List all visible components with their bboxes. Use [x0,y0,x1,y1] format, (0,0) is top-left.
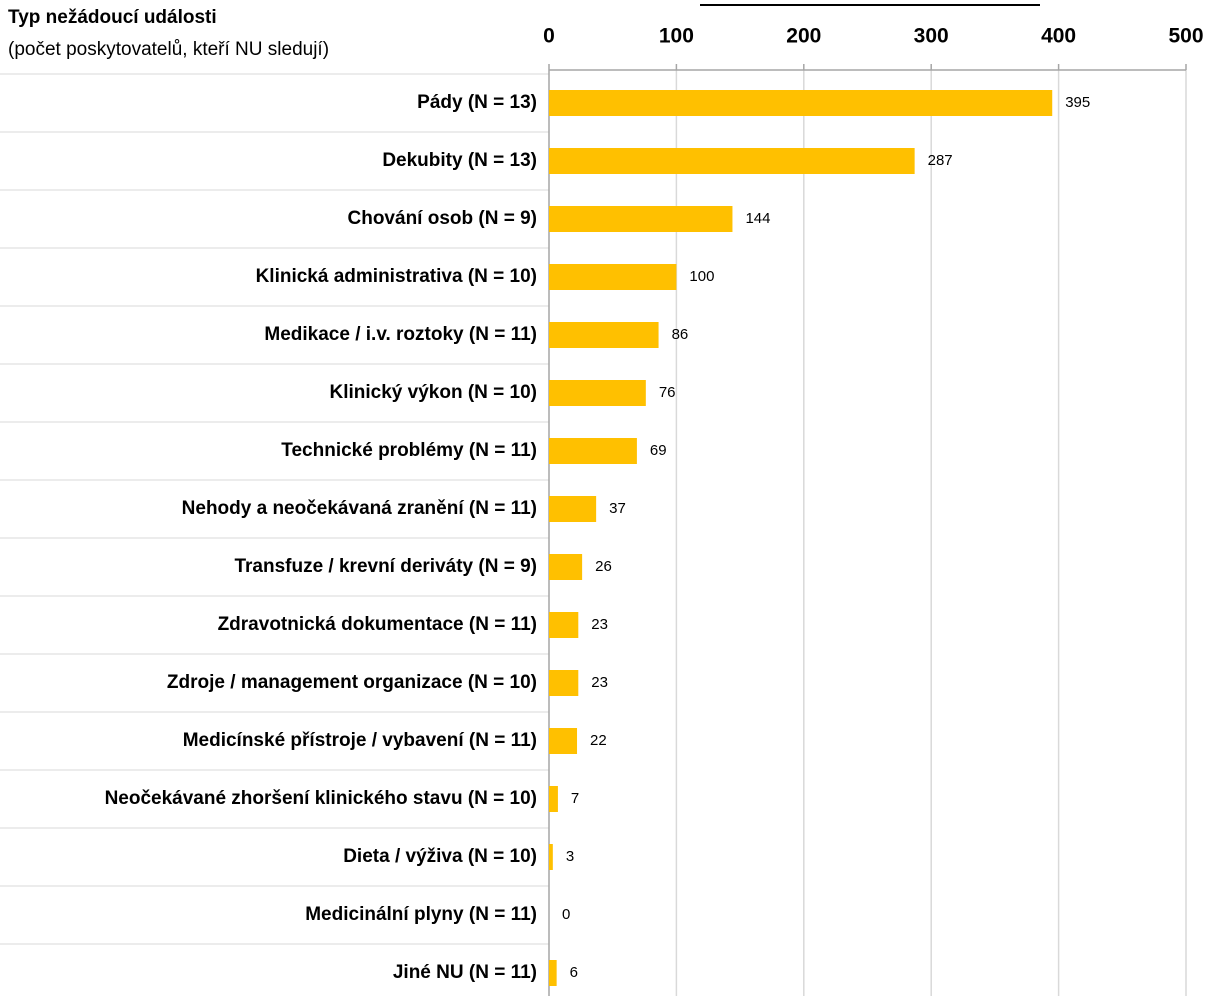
data-label: 7 [571,790,579,807]
data-label: 395 [1065,94,1090,111]
y-axis-note: (počet poskytovatelů, kteří NU sledují) [8,39,329,60]
y-tick-label: Neočekávané zhoršení klinického stavu (N… [105,788,537,809]
y-tick-label: Klinická administrativa (N = 10) [256,266,537,287]
data-label: 3 [566,848,574,865]
bar [549,148,915,174]
bar [549,612,579,638]
x-tick-label: 400 [1041,25,1076,48]
data-label: 37 [609,500,626,517]
bar [549,786,558,812]
bar [549,496,597,522]
data-label: 287 [928,152,953,169]
y-axis-label: Typ nežádoucí události [8,7,217,28]
data-label: 26 [595,558,612,575]
x-tick-label: 0 [543,25,555,48]
data-label: 100 [689,268,714,285]
bar [549,960,557,986]
y-tick-label: Pády (N = 13) [417,92,537,113]
bar [549,554,583,580]
y-tick-label: Zdroje / management organizace (N = 10) [167,672,537,693]
bar [549,728,578,754]
bar [549,264,677,290]
y-tick-label: Transfuze / krevní deriváty (N = 9) [234,556,537,577]
y-tick-label: Zdravotnická dokumentace (N = 11) [218,614,537,635]
x-tick-label: 500 [1168,25,1203,48]
x-tick-label: 200 [786,25,821,48]
data-label: 23 [591,616,608,633]
y-tick-label: Jiné NU (N = 11) [393,962,537,983]
bar [549,322,659,348]
bar [549,670,579,696]
data-label: 69 [650,442,667,459]
bar [549,844,553,870]
y-tick-label: Medicinální plyny (N = 11) [305,904,537,925]
data-label: 76 [659,384,676,401]
y-tick-label: Klinický výkon (N = 10) [330,382,538,403]
y-tick-label: Nehody a neočekávaná zranění (N = 11) [182,498,537,519]
y-tick-label: Medikace / i.v. roztoky (N = 11) [264,324,537,345]
bar [549,90,1053,116]
data-label: 23 [591,674,608,691]
x-tick-label: 100 [659,25,694,48]
y-tick-label: Chování osob (N = 9) [348,208,538,229]
data-label: 86 [672,326,689,343]
data-label: 0 [562,906,570,923]
bar [549,438,637,464]
bar [549,206,733,232]
data-label: 144 [745,210,770,227]
data-label: 22 [590,732,607,749]
y-tick-label: Technické problémy (N = 11) [281,440,537,461]
data-label: 6 [570,964,578,981]
y-tick-label: Medicínské přístroje / vybavení (N = 11) [183,730,537,751]
y-tick-label: Dieta / výživa (N = 10) [343,846,537,867]
bar [549,380,646,406]
x-tick-label: 300 [914,25,949,48]
y-tick-label: Dekubity (N = 13) [382,150,537,171]
